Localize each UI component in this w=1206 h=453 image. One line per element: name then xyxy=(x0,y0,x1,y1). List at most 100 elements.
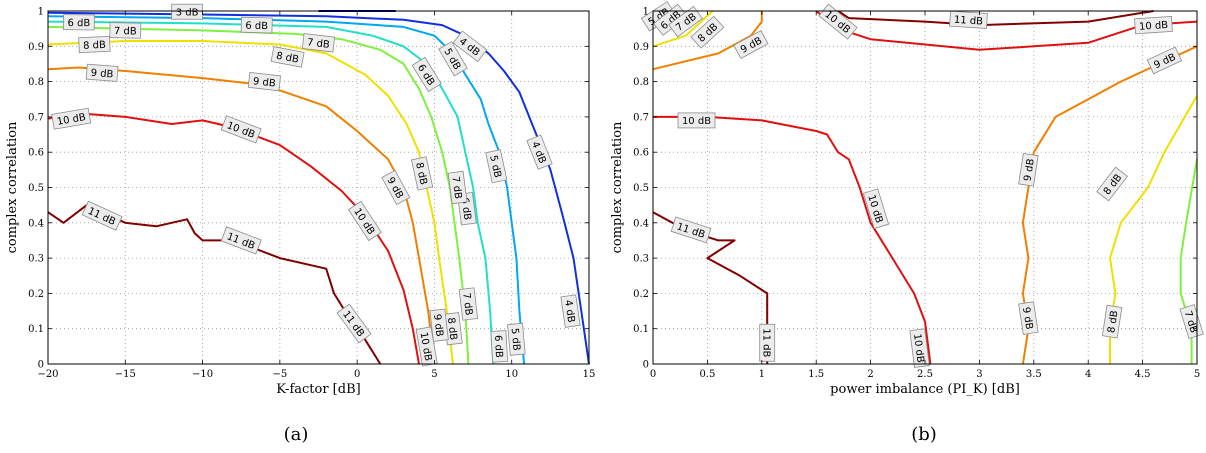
contour-label-box xyxy=(670,216,712,244)
y-tick-label: 0.3 xyxy=(28,254,44,265)
contour-label-text: 10 dB xyxy=(417,331,433,362)
y-tick-label: 0.1 xyxy=(633,324,649,335)
contour-label-text: 7 dB xyxy=(306,37,330,51)
contour-line xyxy=(47,20,495,365)
y-tick-label: 0.9 xyxy=(633,42,649,53)
contour-label: 6 dB xyxy=(240,16,273,34)
contour-label-text: 8 dB xyxy=(413,161,429,186)
contour-label-box xyxy=(452,30,488,63)
contour-label-box xyxy=(438,41,468,77)
contour-label-text: 11 dB xyxy=(760,328,771,357)
contour-label-text: 5 dB xyxy=(509,328,522,352)
contour-label: 4 dB xyxy=(560,294,581,328)
contour-label-box xyxy=(447,170,468,205)
contour-label-text: 5 dB xyxy=(487,154,503,179)
contour-label-text: 10 dB xyxy=(682,116,711,127)
contour-label-box xyxy=(733,30,769,59)
contour-label: 9 dB xyxy=(429,308,449,342)
contour-label-box xyxy=(411,56,442,93)
contour-label-box xyxy=(507,322,526,356)
contour-label: 11 dB xyxy=(336,303,372,344)
contour-line xyxy=(47,40,454,365)
contour-label-text: 7 dB xyxy=(460,292,474,316)
contour-label: 11 dB xyxy=(759,323,776,362)
x-tick-label: 0 xyxy=(650,369,656,380)
contour-label-box xyxy=(526,134,553,170)
contour-label-box xyxy=(690,15,725,49)
y-tick-label: 0 xyxy=(38,360,44,371)
y-tick-label: 0.4 xyxy=(633,218,649,229)
contour-label-box xyxy=(270,46,305,68)
y-tick-label: 0.4 xyxy=(28,218,44,229)
contour-label-text: 9 dB xyxy=(431,313,445,337)
y-tick-label: 0.1 xyxy=(28,324,44,335)
contour-line xyxy=(47,15,526,365)
contour-label-text: 9 dB xyxy=(1023,158,1037,182)
y-tick-label: 0.6 xyxy=(633,148,649,159)
contour-label-box xyxy=(759,323,776,362)
y-axis-label: complex correlation xyxy=(5,121,20,253)
contour-label-box xyxy=(85,63,119,82)
y-tick-label: 1 xyxy=(643,7,649,18)
y-axis-label: complex correlation xyxy=(610,121,625,253)
contour-label: 7 dB xyxy=(447,170,468,205)
y-tick-label: 0.8 xyxy=(28,77,44,88)
x-tick-label: 1.5 xyxy=(808,369,824,380)
contour-label-text: 8 dB xyxy=(1106,310,1120,334)
contour-label-box xyxy=(411,156,434,191)
contour-line xyxy=(653,115,932,365)
contour-label-box xyxy=(81,200,123,231)
contour-line xyxy=(47,204,382,365)
contour-plot-b: 5 dB6 dB7 dB7 dB8 dB8 dB8 dB9 dB9 dB9 dB… xyxy=(610,1,1204,397)
contour-label: 10 dB xyxy=(347,200,382,242)
contour-label: 9 dB xyxy=(1018,301,1039,335)
contour-label-text: 8 dB xyxy=(275,51,300,66)
contour-label-text: 3 dB xyxy=(176,8,199,19)
contour-line xyxy=(652,10,714,48)
contour-label-box xyxy=(1018,301,1039,335)
contour-label-box xyxy=(1134,15,1173,35)
contour-line xyxy=(47,25,470,365)
contour-line xyxy=(47,11,590,365)
contour-label-box xyxy=(668,5,704,38)
contour-label-box xyxy=(909,328,930,368)
contour-line xyxy=(47,66,436,365)
contour-label-text: 10 dB xyxy=(911,333,926,363)
contour-label-box xyxy=(63,14,95,31)
x-tick-label: 15 xyxy=(583,369,596,380)
y-tick-label: 0.5 xyxy=(633,183,649,194)
contour-label-box xyxy=(1101,304,1123,339)
contour-label-text: 9 dB xyxy=(1020,306,1034,330)
contour-label: 7 dB xyxy=(301,33,336,53)
x-tick-label: 4.5 xyxy=(1135,369,1151,380)
contour-label-box xyxy=(301,33,336,53)
contour-label: 10 dB xyxy=(415,326,438,367)
contour-label-text: 6 dB xyxy=(245,21,268,33)
x-tick-label: 5 xyxy=(431,369,437,380)
contour-label-box xyxy=(490,330,509,363)
contour-label-box xyxy=(485,149,508,184)
contour-label-box xyxy=(347,200,382,242)
contour-label: 10 dB xyxy=(51,107,92,130)
contour-label-text: 8 dB xyxy=(445,317,459,341)
contour-label: 8 dB xyxy=(1096,166,1128,202)
contour-label-box xyxy=(220,115,262,144)
y-tick-label: 0.2 xyxy=(28,289,44,300)
y-tick-label: 0.5 xyxy=(28,183,44,194)
contour-label: 11 dB xyxy=(220,226,262,255)
contour-plot-a: 3 dB4 dB4 dB4 dB5 dB5 dB5 dB6 dB 6 dB6 dB… xyxy=(5,3,596,397)
contour-label: 6 dB xyxy=(490,330,509,363)
contour-label-box xyxy=(560,294,581,328)
contour-label: 8 dB xyxy=(270,46,305,68)
contour-label: 8 dB xyxy=(1101,304,1123,339)
x-tick-label: 2.5 xyxy=(917,369,933,380)
contour-label-text: 4 dB xyxy=(562,299,576,323)
contour-label-box xyxy=(818,3,858,40)
x-axis-label: power imbalance (PI_K) [dB] xyxy=(830,382,1020,397)
contour-line xyxy=(837,10,1154,27)
contour-label-text: 9 dB xyxy=(252,76,276,90)
contour-label: 11 dB xyxy=(949,10,988,29)
contour-label-box xyxy=(109,22,142,39)
contour-label-box xyxy=(458,287,479,321)
caption-b: (b) xyxy=(911,424,937,445)
